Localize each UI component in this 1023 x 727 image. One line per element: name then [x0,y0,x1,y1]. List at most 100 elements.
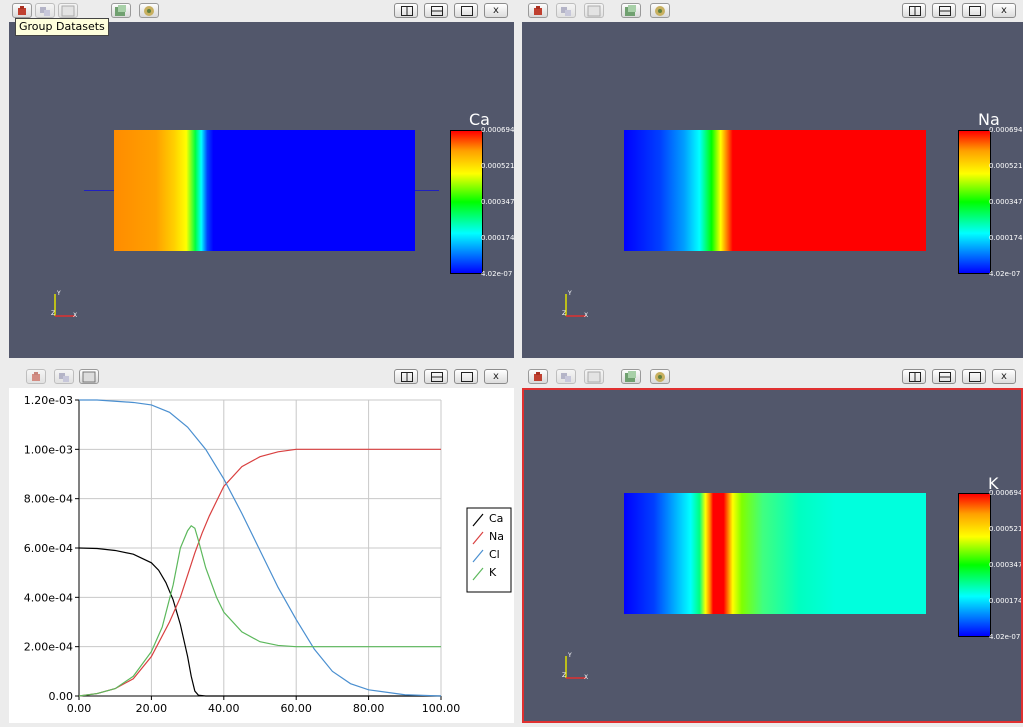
x-tick-label: 60.00 [280,702,312,715]
legend-title: Ca [469,110,490,129]
axis-z-label: Z [562,672,567,679]
maximize-button[interactable] [962,3,986,18]
x-tick-label: 80.00 [353,702,385,715]
split-vertical-button[interactable] [932,369,956,384]
extract-button[interactable] [139,3,159,18]
split-horizontal-icon [909,372,921,382]
select-points-button[interactable] [79,369,99,384]
frame-icon [61,5,75,17]
legend-label-cl: Cl [489,548,500,561]
na-slab [624,130,926,251]
legend-label-3: 0.000347 [989,198,1023,206]
split-horizontal-icon [909,6,921,16]
chart-area: 0.00 20.00 40.00 60.00 80.00 100.00 0.00 2.00e-… [9,388,514,723]
select-cells-button[interactable] [54,369,74,384]
close-button[interactable]: x [484,3,508,18]
legend-label-3: 0.000347 [989,561,1023,569]
maximize-button[interactable] [454,369,478,384]
series-line-ca [78,547,441,697]
select-cells-button[interactable] [35,3,55,18]
legend-label-k: K [489,566,497,579]
camera-reset-button[interactable] [528,3,548,18]
group-datasets-button[interactable] [621,3,641,18]
select-points-button[interactable] [584,3,604,18]
legend-title: K [988,474,999,493]
legend-label-max: 0.000694 [989,126,1023,134]
select-icon [561,373,571,382]
camera-reset-button[interactable] [26,369,46,384]
legend-label-4: 0.000174 [481,234,514,242]
split-vertical-icon [939,6,951,16]
camera-reset-button[interactable] [12,3,32,18]
select-cells-button[interactable] [556,3,576,18]
legend-label-4: 0.000174 [989,597,1023,605]
select-cells-button[interactable] [556,369,576,384]
group-datasets-button[interactable] [621,369,641,384]
split-horizontal-button[interactable] [902,369,926,384]
split-vertical-button[interactable] [424,369,448,384]
legend-label-min: 4.02e-07 [481,270,513,278]
x-tick-label: 100.00 [422,702,461,715]
render-view-top-right[interactable]: x Na 0.000694 0.000521 0.000347 0.000174… [522,0,1023,358]
legend-label-max: 0.000694 [989,489,1023,497]
y-tick-label: 0.00 [49,690,74,703]
maximize-icon [461,372,473,382]
split-horizontal-button[interactable] [394,369,418,384]
split-horizontal-button[interactable] [394,3,418,18]
legend-label-min: 4.02e-07 [989,270,1021,278]
group-icon [625,5,636,16]
vertical-splitter[interactable] [514,0,522,723]
orientation-axes: Y Z X [49,290,89,320]
legend-swatch-k [472,567,484,581]
close-button[interactable]: x [484,369,508,384]
view-toolbar: x [522,366,1023,388]
extract-button[interactable] [650,369,670,384]
series-line-cl [79,399,442,697]
close-button[interactable]: x [992,3,1016,18]
line-chart-view[interactable]: x 0.00 20.00 40.00 60.00 80.00 100.00 0.00 2.00… [9,366,514,723]
y-tick-label: 6.00e-04 [24,542,73,555]
split-vertical-button[interactable] [424,3,448,18]
3d-view-active[interactable]: K 0.000694 0.000521 0.000347 0.000174 4.… [522,388,1023,723]
extract-icon [655,6,665,16]
axis-z-label: Z [51,310,56,317]
3d-view[interactable]: Ca 0.000694 0.000521 0.000347 0.000174 4… [9,22,514,358]
legend-label-2: 0.000521 [989,525,1023,533]
chart-legend [466,507,512,593]
frame-icon [587,5,601,17]
frame-icon [587,371,601,383]
select-points-button[interactable] [584,369,604,384]
group-icon [625,371,636,382]
axis-y-label: Y [568,652,572,659]
close-button[interactable]: x [992,369,1016,384]
split-horizontal-icon [401,6,413,16]
pick-icon [18,6,26,15]
maximize-icon [969,6,981,16]
split-horizontal-icon [401,372,413,382]
split-vertical-button[interactable] [932,3,956,18]
camera-reset-button[interactable] [528,369,548,384]
axis-x-label: X [73,312,78,319]
series-line-na [78,448,441,697]
select-icon [40,7,50,16]
axis-x-label: X [584,674,589,681]
y-tick-label: 8.00e-04 [24,493,73,506]
split-horizontal-button[interactable] [902,3,926,18]
legend-label-max: 0.000694 [481,126,514,134]
legend-swatch-cl [472,549,484,563]
x-tick-label: 0.00 [67,702,92,715]
legend-label-na: Na [489,530,504,543]
select-points-button[interactable] [58,3,78,18]
maximize-icon [969,372,981,382]
render-view-bottom-right[interactable]: x K 0.000694 0.000521 0.000347 0.000174 … [522,366,1023,723]
extract-button[interactable] [650,3,670,18]
maximize-button[interactable] [454,3,478,18]
view-toolbar: x [9,366,514,388]
render-view-top-left[interactable]: x Group Datasets Ca 0.000694 0.000521 0.… [9,0,514,358]
3d-view[interactable]: Na 0.000694 0.000521 0.000347 0.000174 4… [522,22,1023,358]
group-datasets-button[interactable] [111,3,131,18]
maximize-button[interactable] [962,369,986,384]
legend-label-3: 0.000347 [481,198,514,206]
line-chart: 0.00 20.00 40.00 60.00 80.00 100.00 0.00 2.00e-… [24,394,512,715]
y-tick-label: 2.00e-04 [24,641,73,654]
